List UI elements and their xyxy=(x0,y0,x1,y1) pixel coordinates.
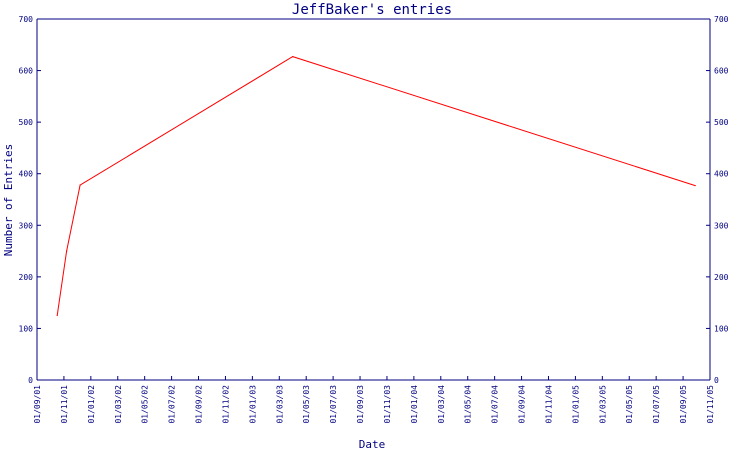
x-tick-label: 01/03/04 xyxy=(437,385,446,424)
x-tick-label: 01/09/03 xyxy=(356,385,365,424)
y-tick-label-left: 300 xyxy=(19,221,34,230)
y-axis-left-ticks: 0 100 200 300 400 500 600 700 xyxy=(19,15,41,385)
plot-area xyxy=(56,56,696,317)
chart-title: JeffBaker's entries xyxy=(292,2,452,18)
y-tick-label-right: 500 xyxy=(714,118,729,127)
x-tick-label: 01/05/02 xyxy=(141,385,150,424)
y-tick-label-right: 200 xyxy=(714,273,729,282)
x-tick-label: 01/01/02 xyxy=(87,385,96,424)
x-tick-label: 01/07/02 xyxy=(168,385,177,424)
x-tick-label: 01/07/04 xyxy=(491,385,500,424)
x-tick-label: 01/03/03 xyxy=(275,385,284,424)
x-tick-label: 01/09/05 xyxy=(679,385,688,424)
data-point xyxy=(694,184,696,187)
y-tick-label-left: 700 xyxy=(19,15,34,24)
y-axis-label: Number of Entries xyxy=(2,144,15,257)
data-point xyxy=(292,56,294,58)
series-line-0 xyxy=(56,56,696,316)
x-tick-label: 01/11/05 xyxy=(706,385,715,424)
x-tick-label: 01/09/01 xyxy=(33,385,42,424)
y-tick-label-left: 500 xyxy=(19,118,34,127)
y-tick-label-right: 0 xyxy=(714,376,719,385)
data-point xyxy=(79,184,81,186)
y-tick-label-right: 700 xyxy=(714,15,729,24)
y-tick-label-left: 100 xyxy=(19,324,34,333)
x-tick-label: 01/11/04 xyxy=(544,385,553,424)
x-tick-label: 01/05/04 xyxy=(464,385,473,424)
x-tick-label: 01/05/05 xyxy=(625,385,634,424)
x-tick-label: 01/03/05 xyxy=(598,385,607,424)
x-tick-label: 01/09/02 xyxy=(195,385,204,424)
y-tick-label-right: 300 xyxy=(714,221,729,230)
chart-axes xyxy=(36,18,711,381)
x-tick-label: 01/01/05 xyxy=(571,385,580,424)
x-tick-label: 01/05/03 xyxy=(302,385,311,424)
x-tick-label: 01/07/05 xyxy=(652,385,661,424)
y-tick-label-right: 600 xyxy=(714,67,729,76)
x-tick-label: 01/03/02 xyxy=(114,385,123,424)
y-tick-label-right: 100 xyxy=(714,324,729,333)
data-point xyxy=(56,314,58,317)
x-tick-label: 01/09/04 xyxy=(518,385,527,424)
x-tick-label: 01/07/03 xyxy=(329,385,338,424)
y-tick-label-left: 400 xyxy=(19,170,34,179)
x-tick-label: 01/01/04 xyxy=(410,385,419,424)
y-axis-right-ticks: 0 100 200 300 400 500 600 700 xyxy=(706,15,729,385)
x-tick-label: 01/01/03 xyxy=(248,385,257,424)
y-tick-label-right: 400 xyxy=(714,170,729,179)
x-axis-ticks: 01/09/01 01/11/01 01/01/02 01/03/02 01/05/02… xyxy=(33,376,715,424)
x-axis-label: Date xyxy=(359,438,386,450)
x-tick-label: 01/11/02 xyxy=(221,385,230,424)
x-tick-label: 01/11/03 xyxy=(383,385,392,424)
y-tick-label-left: 600 xyxy=(19,67,34,76)
data-point xyxy=(66,250,68,252)
y-tick-label-left: 200 xyxy=(19,273,34,282)
x-tick-label: 01/11/01 xyxy=(60,385,69,424)
y-tick-label-left: 0 xyxy=(28,376,33,385)
